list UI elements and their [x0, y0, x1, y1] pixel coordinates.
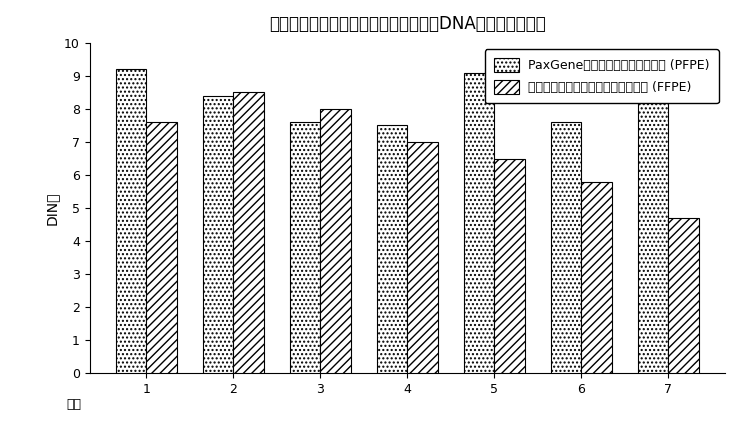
Title: ホルマリンを含まない固定液のゲノムDNAの品質への影響: ホルマリンを含まない固定液のゲノムDNAの品質への影響 — [269, 15, 546, 33]
Legend: PaxGene固定パラフィン包埋標本 (PFPE), ホルマリン固定パラフィン包埋標本 (FFPE): PaxGene固定パラフィン包埋標本 (PFPE), ホルマリン固定パラフィン包… — [485, 49, 719, 103]
Y-axis label: DIN値: DIN値 — [44, 191, 58, 225]
Bar — [464, 73, 494, 373]
Bar — [147, 122, 177, 373]
Bar — [494, 159, 525, 373]
Bar — [290, 122, 320, 373]
Bar — [408, 142, 438, 373]
Text: 症例: 症例 — [67, 398, 81, 411]
Bar — [233, 92, 263, 373]
Bar — [638, 66, 668, 373]
Bar — [377, 126, 408, 373]
Bar — [551, 122, 582, 373]
Bar — [320, 109, 351, 373]
Bar — [203, 96, 233, 373]
Bar — [582, 182, 612, 373]
Bar — [668, 218, 699, 373]
Bar — [116, 69, 147, 373]
